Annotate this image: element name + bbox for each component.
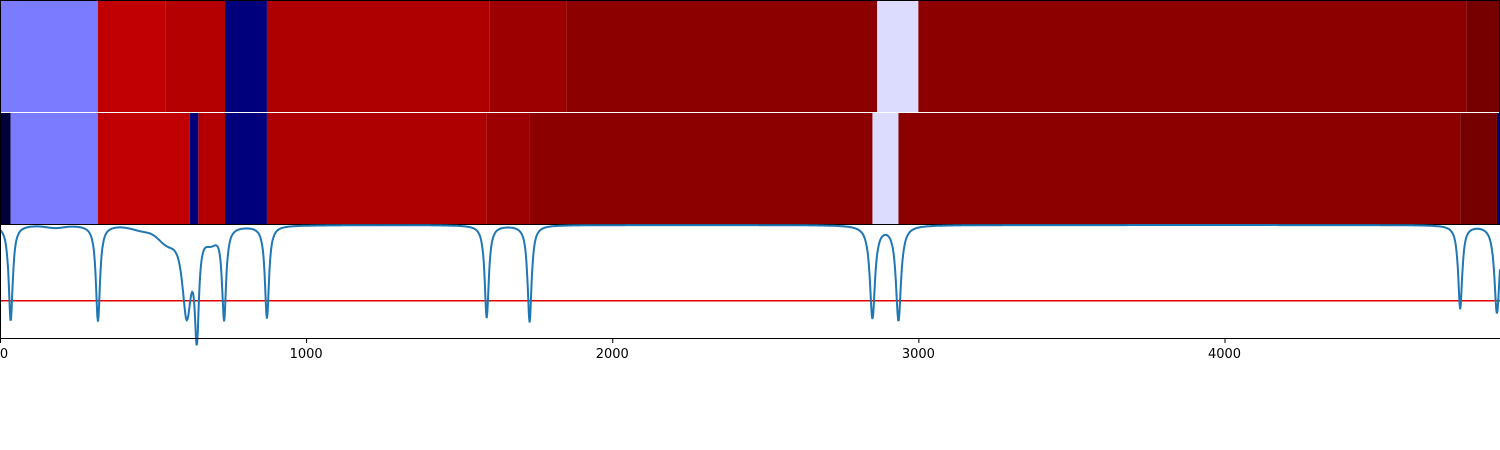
series-line xyxy=(0,225,1500,345)
heatmap-cell xyxy=(1460,113,1497,224)
heatmap-cell xyxy=(898,113,1460,224)
x-tick-label: 0 xyxy=(0,347,8,362)
heatmap-cell xyxy=(918,1,1466,112)
heatmap-cell xyxy=(1466,1,1500,112)
heatmap-cell xyxy=(490,1,567,112)
x-tick-label: 1000 xyxy=(290,347,323,362)
heatmap-cell xyxy=(0,113,11,224)
heatmap-cell xyxy=(11,113,98,224)
x-tick-label: 2000 xyxy=(596,347,629,362)
heatmap-cell xyxy=(267,113,487,224)
line-plot-layer xyxy=(0,225,1500,345)
heatmap-row-2 xyxy=(0,113,1500,224)
heatmap-cell xyxy=(566,1,877,112)
x-axis: 0 1000 2000 3000 4000 xyxy=(0,338,1500,362)
heatmap-cell xyxy=(190,113,199,224)
heatmap-cell xyxy=(198,113,225,224)
x-tick-label: 4000 xyxy=(1208,347,1241,362)
heatmap-cell xyxy=(872,113,898,224)
heatmap-cell xyxy=(487,113,530,224)
heatmap-cell xyxy=(98,1,165,112)
heatmap-cell xyxy=(877,1,918,112)
heatmap-row-1 xyxy=(0,1,1500,112)
x-tick-label: 3000 xyxy=(902,347,935,362)
heatmap-cell xyxy=(225,1,267,112)
heatmap-cell xyxy=(267,1,490,112)
heatmap-cell xyxy=(165,1,225,112)
heatmap-cell xyxy=(530,113,873,224)
heatmap-layer xyxy=(0,1,1500,225)
heatmap-cell xyxy=(0,1,98,112)
heatmap-cell xyxy=(98,113,190,224)
heatmap-cell xyxy=(225,113,267,224)
